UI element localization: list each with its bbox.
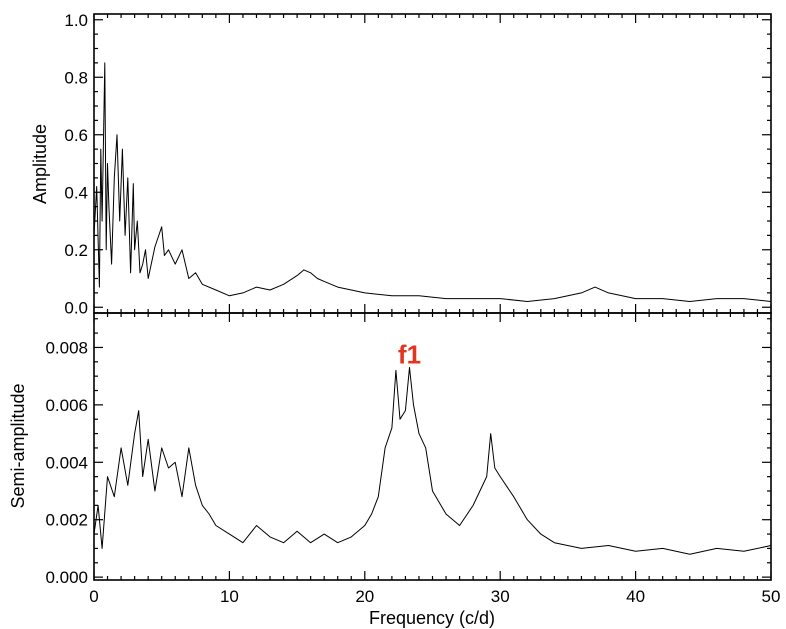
- peak-annotation: f1: [398, 340, 421, 370]
- top-y-tick-label: 0.8: [64, 68, 88, 87]
- x-tick-label: 40: [626, 587, 645, 606]
- top-y-tick-label: 0.6: [64, 126, 88, 145]
- top-y-tick-label: 0.2: [64, 241, 88, 260]
- bottom-y-tick-label: 0.008: [45, 338, 88, 357]
- bottom-y-tick-label: 0.000: [45, 568, 88, 587]
- top-y-tick-label: 0.0: [64, 298, 88, 317]
- x-tick-label: 30: [491, 587, 510, 606]
- x-axis-title: Frequency (c/d): [369, 608, 495, 628]
- semi-amplitude-panel: 0.000 0.002 0.004 0.006 0.008 0 10 20 30 40 50: [45, 312, 781, 606]
- amplitude-panel: 0.0 0.2 0.4 0.6 0.8 1.0: [64, 11, 772, 317]
- x-tick-label: 10: [220, 587, 239, 606]
- x-tick-label: 0: [89, 587, 98, 606]
- top-y-tick-label: 1.0: [64, 11, 88, 30]
- x-tick-label: 50: [762, 587, 781, 606]
- top-y-tick-label: 0.4: [64, 183, 88, 202]
- bottom-plot-frame: [93, 312, 772, 581]
- bottom-y-tick-label: 0.006: [45, 396, 88, 415]
- top-y-axis-title: Amplitude: [30, 124, 50, 204]
- bottom-y-tick-label: 0.002: [45, 511, 88, 530]
- bottom-y-axis-title: Semi-amplitude: [8, 383, 28, 508]
- bottom-y-tick-label: 0.004: [45, 453, 88, 472]
- top-spectrum-line: [93, 62, 772, 302]
- x-tick-label: 20: [355, 587, 374, 606]
- top-plot-frame: [93, 13, 772, 314]
- bottom-spectrum-line: [93, 367, 772, 555]
